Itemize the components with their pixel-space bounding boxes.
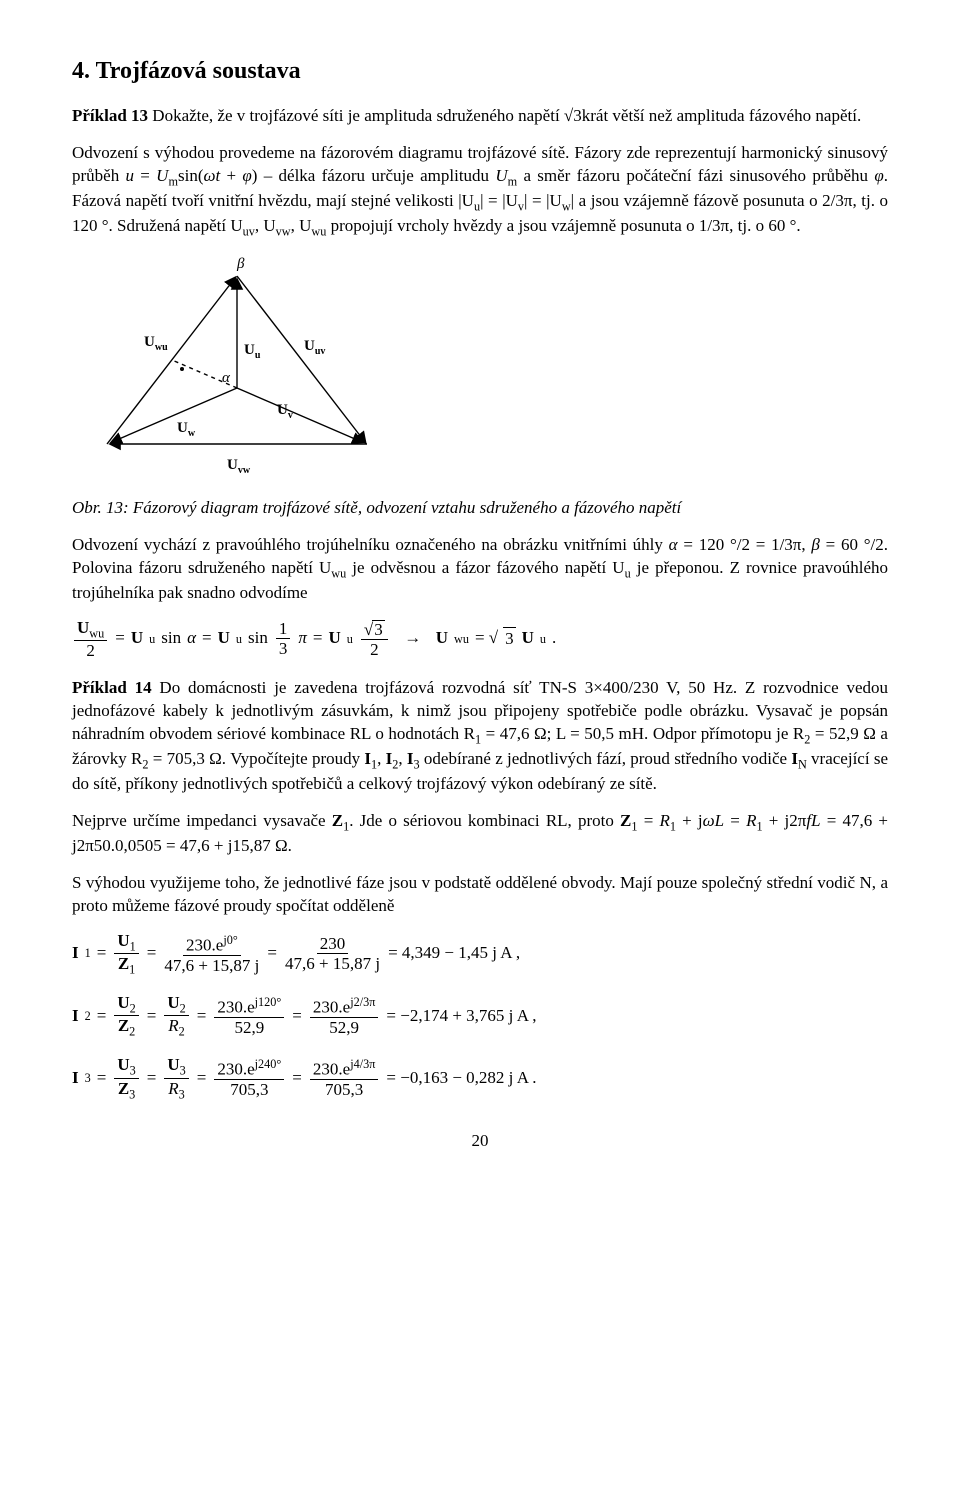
- lbl-alpha: α: [222, 370, 231, 386]
- lbl-Uwu: Uwu: [144, 334, 168, 353]
- sub-wu: wu: [311, 224, 326, 238]
- var-Um2: U: [495, 166, 507, 185]
- var-R1b: R: [746, 811, 756, 830]
- example13-label: Příklad 13: [72, 106, 148, 125]
- t: odebírané z jednotlivých fází, proud stř…: [420, 749, 792, 768]
- section-heading: 4. Trojfázová soustava: [72, 55, 888, 87]
- t: , U: [255, 216, 276, 235]
- var-alpha: α: [669, 535, 678, 554]
- sub-N: N: [798, 757, 807, 771]
- t: =: [134, 166, 156, 185]
- t: = 47,6 Ω; L = 50,5 mH. Odpor přímotopu j…: [481, 724, 804, 743]
- t: ,: [377, 749, 386, 768]
- var-omegaL: ωL: [703, 811, 724, 830]
- var-IN: I: [791, 749, 798, 768]
- var-u: u: [126, 166, 135, 185]
- equation-I3: I3 = U3Z3 = U3R3 = 230.ej240°705,3 = 230…: [72, 1056, 888, 1100]
- t: | = |U: [524, 191, 562, 210]
- t: Nejprve určíme impedanci vysavače: [72, 811, 332, 830]
- t: + j2π: [763, 811, 807, 830]
- t: | = |U: [480, 191, 518, 210]
- equation-I2: I2 = U2Z2 = U2R2 = 230.ej120°52,9 = 230.…: [72, 994, 888, 1038]
- var-beta: β: [811, 535, 819, 554]
- t: propojují vrcholy hvězdy a jsou vzájemně…: [326, 216, 800, 235]
- var-I3: I: [407, 749, 414, 768]
- t: . Jde o sériovou kombinaci RL, proto: [349, 811, 620, 830]
- var-fL: fL: [806, 811, 820, 830]
- phasor-svg: β α Uwu Uu Uuv Uw Uv Uvw: [72, 254, 402, 484]
- t: ) – délka fázoru určuje amplitudu: [252, 166, 496, 185]
- example14-statement: Příklad 14 Do domácnosti je zavedena tro…: [72, 677, 888, 796]
- var-phi: φ: [242, 166, 251, 185]
- var-omegat: ωt: [203, 166, 220, 185]
- paragraph-impedance: Nejprve určíme impedanci vysavače Z1. Jd…: [72, 810, 888, 858]
- t: , U: [291, 216, 312, 235]
- paragraph-separate-phases: S výhodou využijeme toho, že jednotlivé …: [72, 872, 888, 918]
- var-R1: R: [659, 811, 669, 830]
- phasor-diagram: β α Uwu Uu Uuv Uw Uv Uvw: [72, 254, 888, 491]
- t: Odvození vychází z pravoúhlého trojúheln…: [72, 535, 669, 554]
- var-Z1b: Z: [620, 811, 631, 830]
- t: je odvěsnou a fázor fázového napětí U: [346, 558, 624, 577]
- t: =: [638, 811, 660, 830]
- t: a směr fázoru počáteční fázi sinusového …: [517, 166, 874, 185]
- var-phi2: φ: [874, 166, 883, 185]
- t: = 120 °/2 = 1/3π,: [678, 535, 812, 554]
- var-Um: U: [156, 166, 168, 185]
- lbl-Uvw: Uvw: [227, 457, 251, 476]
- equation-I1: I1 = U1Z1 = 230.ej0°47,6 + 15,87 j = 230…: [72, 932, 888, 976]
- lbl-Uuv: Uuv: [304, 338, 325, 357]
- sub-uv: uv: [243, 224, 255, 238]
- t: = 705,3 Ω. Vypočítejte proudy: [148, 749, 364, 768]
- sub-wu: wu: [331, 566, 346, 580]
- var-Z1: Z: [332, 811, 343, 830]
- sub-vw: vw: [276, 224, 291, 238]
- page-number: 20: [72, 1130, 888, 1153]
- lbl-beta: β: [236, 256, 245, 272]
- lbl-Uv: Uv: [277, 402, 293, 421]
- example13-statement: Příklad 13 Dokažte, že v trojfázové síti…: [72, 105, 888, 128]
- t: +: [220, 166, 242, 185]
- lbl-Uw: Uw: [177, 420, 196, 439]
- paragraph-derivation: Odvození s výhodou provedeme na fázorové…: [72, 142, 888, 240]
- figure-caption: Obr. 13: Fázorový diagram trojfázové sít…: [72, 497, 888, 520]
- sub-m2: m: [508, 175, 518, 189]
- example13-text: Dokažte, že v trojfázové síti je amplitu…: [148, 106, 861, 125]
- t: ,: [398, 749, 407, 768]
- t: + j: [676, 811, 703, 830]
- equation-sqrt3: Uwu2 = Uu sinα = Uu sin 13π = Uu √32 → U…: [72, 619, 888, 660]
- paragraph-after-figure: Odvození vychází z pravoúhlého trojúheln…: [72, 534, 888, 605]
- lbl-Uu: Uu: [244, 342, 261, 361]
- example14-label: Příklad 14: [72, 678, 152, 697]
- sub-m: m: [168, 175, 178, 189]
- t: =: [724, 811, 746, 830]
- t: sin(: [178, 166, 204, 185]
- sub-w: w: [562, 200, 571, 214]
